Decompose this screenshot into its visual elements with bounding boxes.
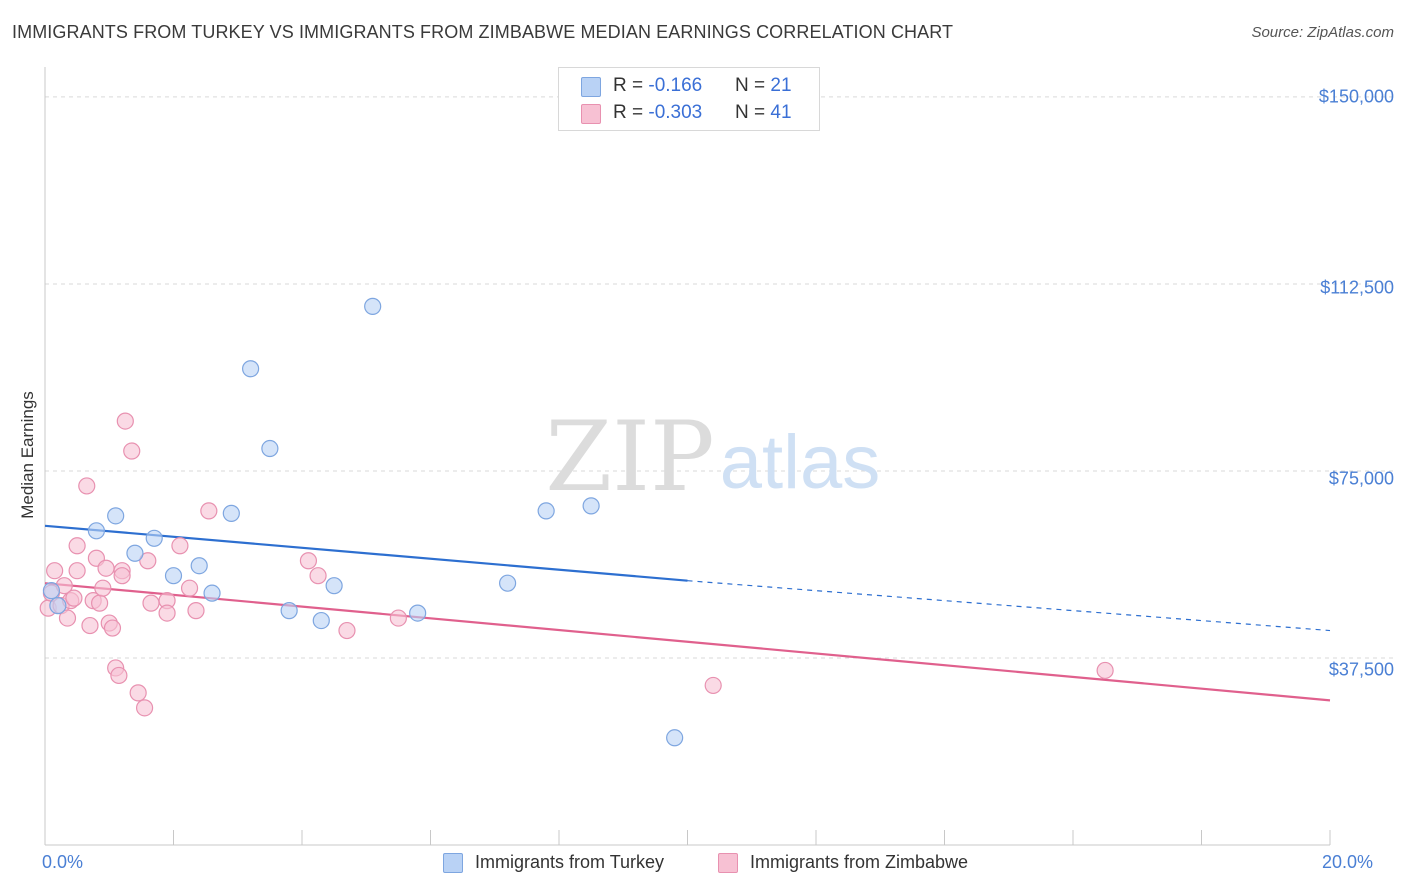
turkey-point xyxy=(261,439,279,458)
turkey-point xyxy=(145,529,163,547)
turkey-point xyxy=(126,544,144,562)
turkey-point xyxy=(582,497,600,515)
legend-n-label: N = xyxy=(735,75,771,96)
watermark-atlas: atlas xyxy=(720,420,881,505)
legend-r-value: -0.303 xyxy=(648,102,703,123)
legend-r-label: R = xyxy=(613,102,649,123)
zimbabwe-point xyxy=(123,442,141,460)
zimbabwe-point xyxy=(135,699,154,717)
zimbabwe-point xyxy=(180,579,199,597)
watermark-zip: ZIP xyxy=(545,401,714,513)
y-tick-label: $112,500 xyxy=(1320,277,1394,298)
legend-label-turkey: Immigrants from Turkey xyxy=(475,852,665,872)
zimbabwe-swatch xyxy=(718,853,738,873)
zimbabwe-point xyxy=(110,666,128,685)
trend-lines xyxy=(44,524,1331,702)
turkey-point xyxy=(325,577,343,595)
zimbabwe-point xyxy=(103,619,122,637)
zimbabwe-swatch xyxy=(581,104,601,124)
y-tick-label: $150,000 xyxy=(1318,86,1394,107)
zimbabwe-point xyxy=(58,609,77,627)
zimbabwe-point xyxy=(171,537,189,555)
zimbabwe-point xyxy=(1096,661,1114,680)
zimbabwe-point xyxy=(187,602,205,620)
zimbabwe-point xyxy=(200,502,218,520)
zimbabwe-point xyxy=(389,609,407,627)
turkey-point xyxy=(49,597,67,615)
y-tick-label: $37,500 xyxy=(1328,659,1394,680)
zimbabwe-point xyxy=(78,477,96,495)
turkey-point xyxy=(42,582,61,600)
zimbabwe-point xyxy=(81,616,99,635)
zimbabwe-point xyxy=(68,562,86,580)
zimbabwe-point xyxy=(116,412,134,430)
legend-r-label: R = xyxy=(613,75,649,96)
turkey-point xyxy=(222,504,240,522)
zimbabwe-trend-line xyxy=(44,582,1331,702)
zimbabwe-point xyxy=(299,552,318,570)
x-tick-label-max: 20.0% xyxy=(1322,852,1374,872)
zimbabwe-point xyxy=(91,594,109,612)
x-tick-label-min: 0.0% xyxy=(42,852,84,872)
turkey-point xyxy=(164,567,183,585)
legend-n-value: 41 xyxy=(770,102,792,123)
legend-label-zimbabwe: Immigrants from Zimbabwe xyxy=(750,852,969,872)
legend-r-value: -0.166 xyxy=(648,75,703,96)
watermark: ZIP atlas xyxy=(545,401,880,513)
zimbabwe-points xyxy=(39,412,1114,717)
turkey-point xyxy=(87,522,106,540)
zimbabwe-point xyxy=(309,567,327,585)
turkey-point xyxy=(537,502,555,520)
zimbabwe-point xyxy=(142,594,160,612)
legend-n-label: N = xyxy=(735,102,771,123)
zimbabwe-point xyxy=(139,552,157,570)
turkey-point xyxy=(190,557,208,575)
grid-lines xyxy=(45,96,1395,659)
turkey-point xyxy=(107,507,125,525)
y-axis-label: Median Earnings xyxy=(18,391,37,519)
turkey-point xyxy=(499,574,517,592)
turkey-swatch xyxy=(443,853,463,873)
turkey-point xyxy=(666,729,684,747)
turkey-swatch xyxy=(581,77,601,97)
zimbabwe-point xyxy=(68,537,86,555)
source-label: Source: ZipAtlas.com xyxy=(1251,24,1394,41)
zimbabwe-point xyxy=(65,589,83,607)
zimbabwe-point xyxy=(338,621,356,640)
turkey-point xyxy=(364,297,382,315)
zimbabwe-point xyxy=(113,567,131,585)
zimbabwe-point xyxy=(158,604,176,622)
zimbabwe-point xyxy=(94,579,112,597)
correlation-legend: R = -0.166 N = 21 R = -0.303 N = 41 xyxy=(558,67,820,131)
turkey-points xyxy=(42,297,684,747)
zimbabwe-point xyxy=(129,684,147,702)
axes xyxy=(44,67,1331,846)
turkey-point xyxy=(312,611,330,630)
zimbabwe-point xyxy=(704,676,722,695)
turkey-point xyxy=(242,360,260,378)
turkey-point xyxy=(203,584,221,602)
turkey-point xyxy=(280,602,298,620)
legend-n-value: 21 xyxy=(770,75,792,96)
y-tick-label: $75,000 xyxy=(1328,468,1394,489)
chart-title: IMMIGRANTS FROM TURKEY VS IMMIGRANTS FRO… xyxy=(12,22,954,42)
zimbabwe-point xyxy=(97,559,115,577)
zimbabwe-point xyxy=(46,562,64,580)
turkey-point xyxy=(409,604,427,622)
turkey-trend-extension xyxy=(687,580,1331,632)
